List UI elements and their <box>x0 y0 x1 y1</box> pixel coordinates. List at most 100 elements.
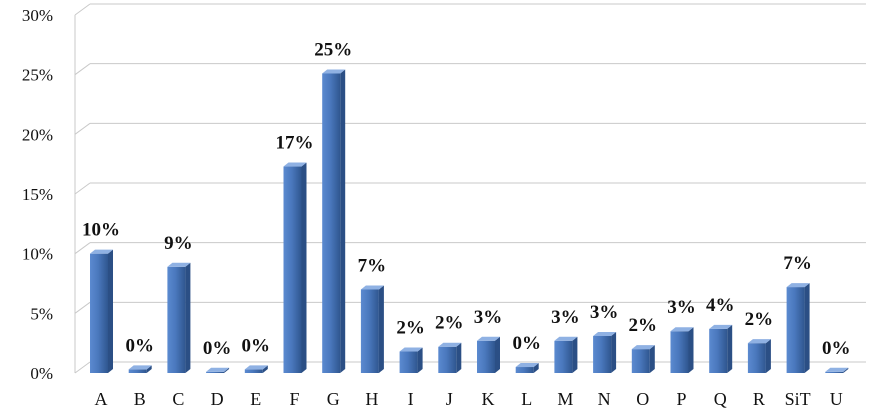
x-tick-label: C <box>172 389 184 409</box>
data-label: 25% <box>314 39 352 60</box>
bar-top <box>709 324 733 329</box>
bar-top <box>128 365 152 370</box>
data-label: 0% <box>822 338 851 359</box>
data-label: 2% <box>396 318 425 339</box>
bar-side <box>224 367 230 373</box>
data-label: 3% <box>474 307 503 328</box>
bar-top <box>322 69 346 74</box>
bar-side <box>765 339 771 373</box>
bar <box>786 287 805 373</box>
bar <box>554 340 573 373</box>
data-label: 0% <box>203 338 232 359</box>
x-tick-label: O <box>636 389 649 409</box>
bar-top <box>515 363 539 368</box>
gridline-diag <box>74 122 91 135</box>
y-tick-label: 30% <box>22 6 53 25</box>
x-tick-label: F <box>289 389 299 409</box>
bar <box>283 166 302 373</box>
gridline-diag <box>74 361 91 374</box>
bar <box>747 343 766 373</box>
bar-top <box>399 347 423 352</box>
bar-top <box>825 367 849 372</box>
bar <box>438 346 457 373</box>
bar-top <box>360 285 384 290</box>
gridlines <box>74 3 866 374</box>
bar <box>399 351 418 373</box>
bar-side <box>495 336 500 373</box>
x-tick-label: A <box>95 389 108 409</box>
bar-side <box>533 363 539 373</box>
x-tick-label: G <box>327 389 340 409</box>
data-label: 9% <box>164 233 193 254</box>
bar-top <box>670 327 694 332</box>
bar-side <box>262 365 268 373</box>
bar-side <box>378 285 384 373</box>
x-tick-label: N <box>598 389 611 409</box>
data-label: 0% <box>242 335 271 356</box>
x-tick-label: P <box>676 389 686 409</box>
bar <box>670 331 689 373</box>
gridline-diag <box>74 242 91 255</box>
bar <box>322 73 341 374</box>
bar-side <box>572 336 578 373</box>
data-label: 7% <box>358 255 387 276</box>
bar <box>167 266 186 373</box>
bar <box>593 336 612 373</box>
data-label: 17% <box>276 133 314 154</box>
bar-side <box>301 162 307 373</box>
x-tick-label: M <box>557 389 573 409</box>
y-tick-label: 20% <box>22 125 53 144</box>
bar-side <box>185 262 191 373</box>
bar <box>244 369 263 373</box>
y-tick-label: 5% <box>30 304 53 323</box>
y-tick-label: 15% <box>22 185 53 204</box>
bar <box>360 289 379 373</box>
x-tick-label: Q <box>714 389 727 409</box>
x-tick-label: SiT <box>785 389 811 409</box>
bar-top <box>786 283 810 288</box>
bar-top <box>206 367 230 372</box>
bar-top <box>554 336 578 341</box>
bar-side <box>727 324 733 373</box>
x-tick-label: B <box>134 389 146 409</box>
bar <box>128 369 147 373</box>
bar-side <box>340 69 346 374</box>
x-tick-label: D <box>211 389 224 409</box>
y-tick-label: 0% <box>30 364 53 383</box>
y-tick-label: 25% <box>22 66 53 85</box>
bar-top <box>438 342 462 347</box>
data-label: 4% <box>706 295 735 316</box>
bar <box>709 328 728 373</box>
bar-top <box>631 345 655 350</box>
bar <box>515 367 534 373</box>
gridline-diag <box>74 3 91 16</box>
bar-top <box>244 365 268 370</box>
x-tick-label: J <box>446 389 453 409</box>
data-label: 3% <box>551 307 580 328</box>
gridline-diag <box>74 182 91 195</box>
data-label: 0% <box>512 333 541 354</box>
x-tick-label: K <box>482 389 495 409</box>
data-label: 2% <box>745 309 774 330</box>
bar-side <box>146 365 152 373</box>
bar-side <box>843 367 849 373</box>
bar-side <box>688 327 694 373</box>
x-tick-label: I <box>408 389 414 409</box>
bar-top <box>747 339 771 344</box>
x-tick-label: R <box>753 389 765 409</box>
data-label: 3% <box>667 297 696 318</box>
x-tick-label: E <box>250 389 261 409</box>
bar <box>825 371 844 373</box>
x-tick-label: H <box>365 389 378 409</box>
labels: 0% 5% 10% 15% 20% 25% 30% A 10% B 0% C 9% D 0% E 0% F 17% G… <box>22 6 851 409</box>
data-label: 10% <box>82 220 120 241</box>
data-label: 3% <box>590 302 619 323</box>
bars <box>90 69 849 374</box>
bar-top <box>283 162 307 167</box>
bar-side <box>804 283 810 373</box>
bar-side <box>611 332 617 373</box>
data-label: 2% <box>629 315 658 336</box>
bar-side <box>108 249 113 373</box>
